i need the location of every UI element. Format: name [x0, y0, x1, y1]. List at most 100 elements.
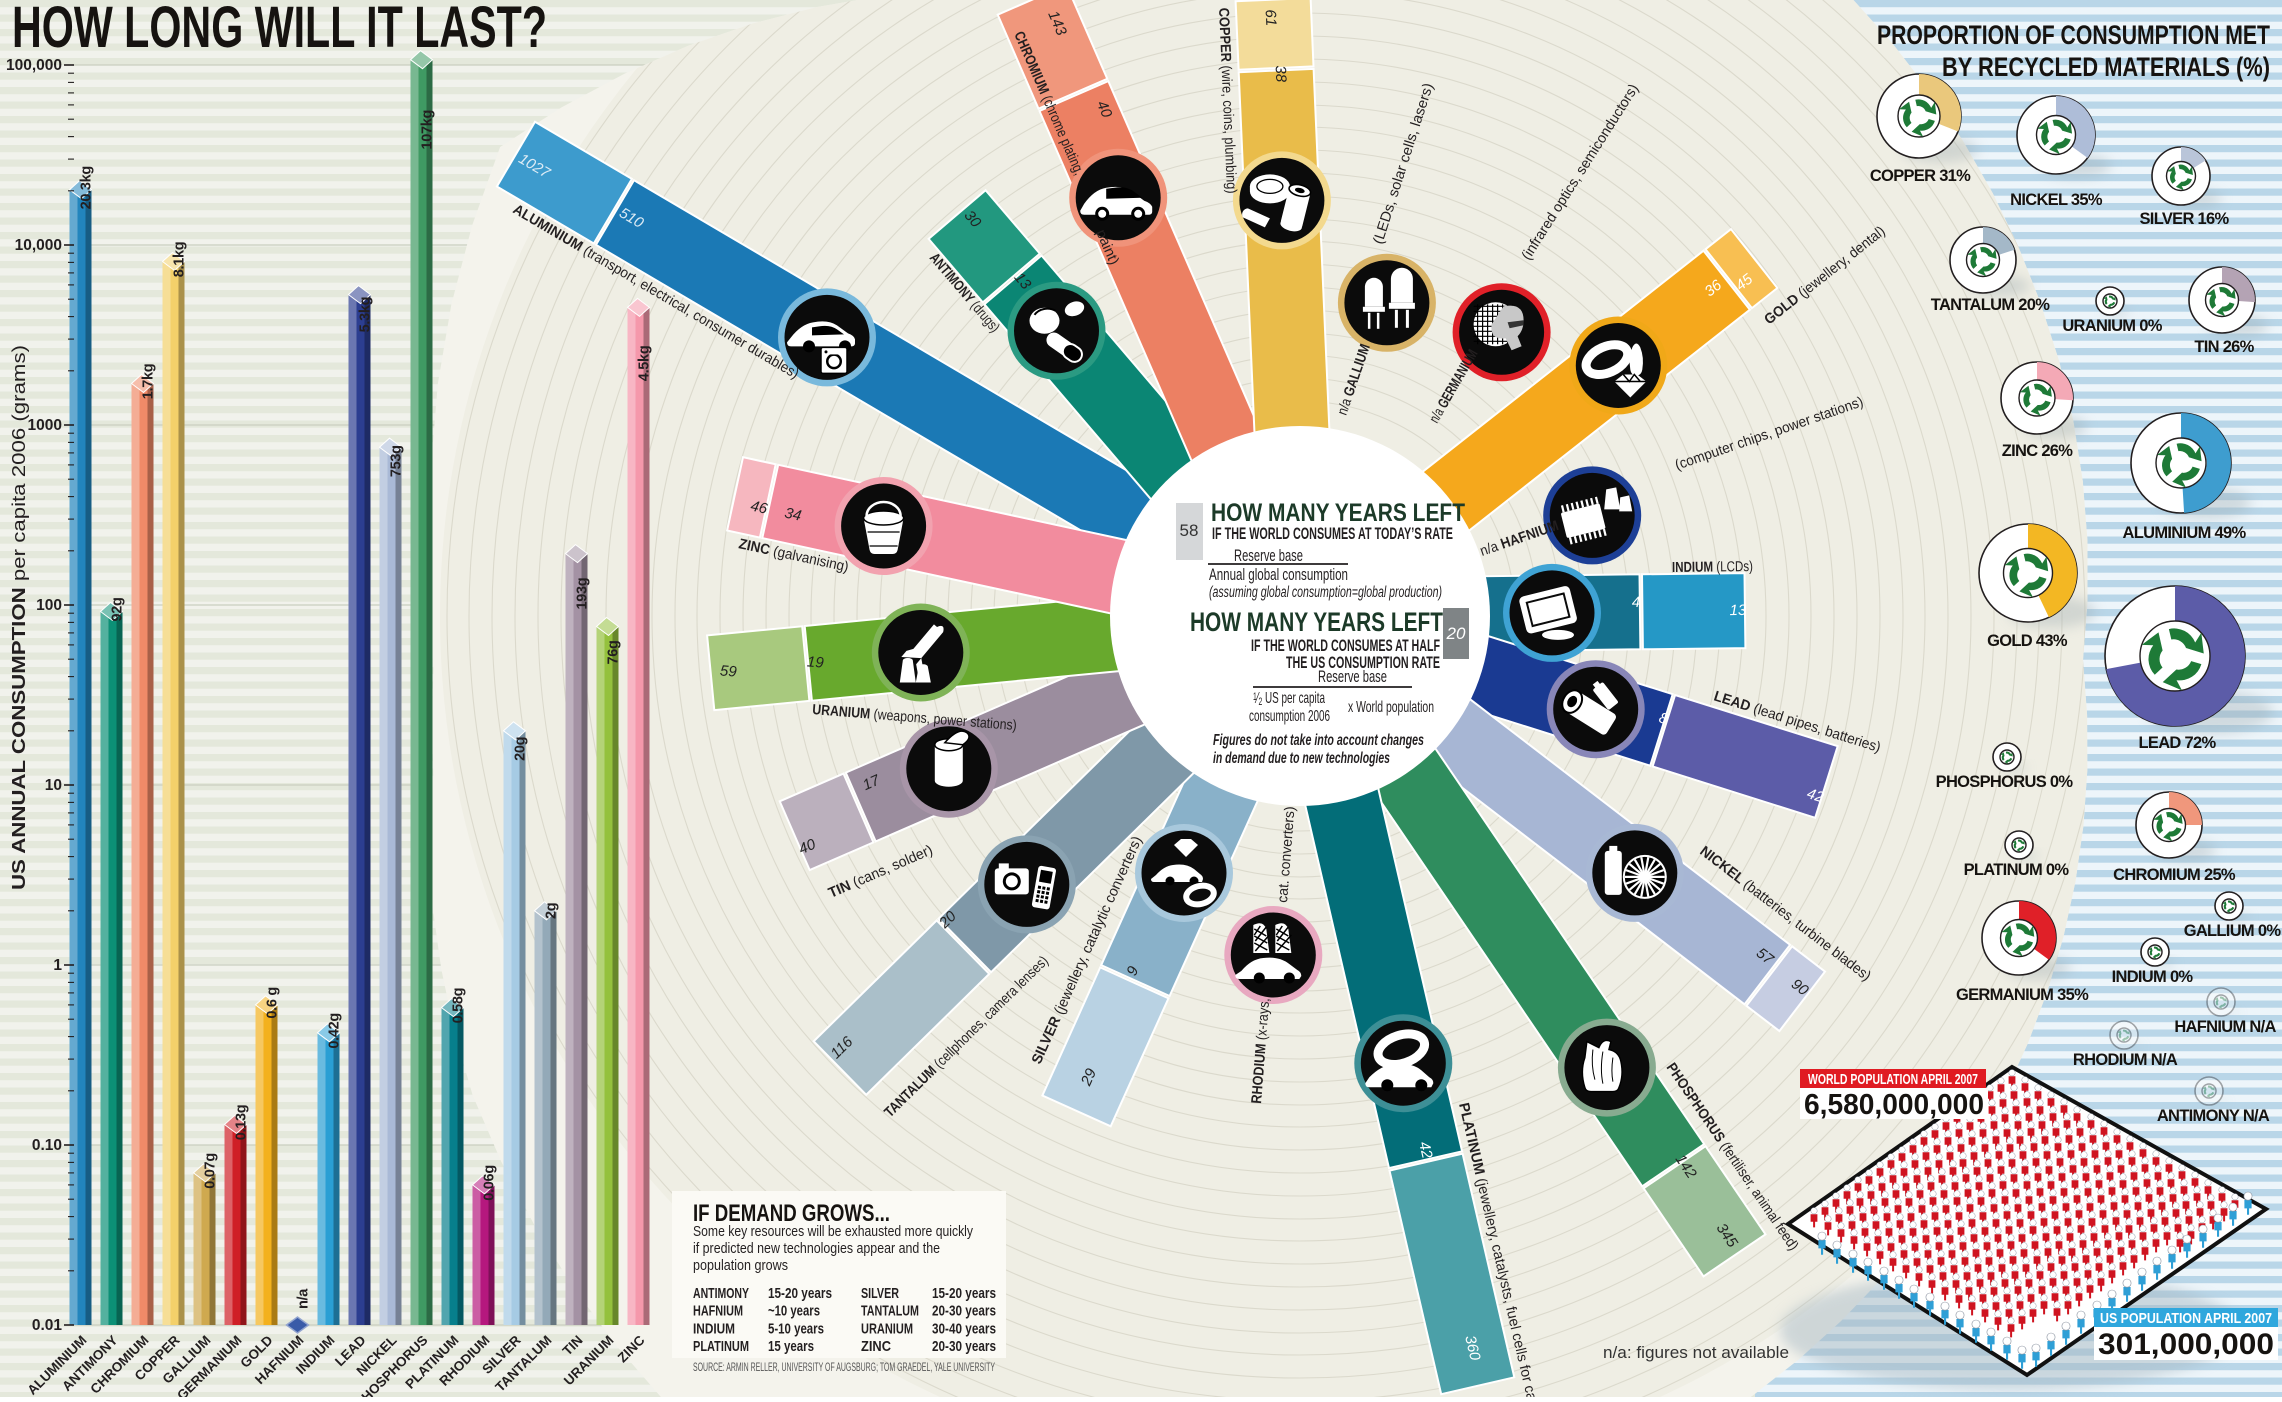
svg-text:15-20 years: 15-20 years — [768, 1285, 832, 1302]
svg-text:5-10 years: 5-10 years — [768, 1320, 824, 1337]
svg-text:0.06g: 0.06g — [482, 1165, 498, 1201]
svg-text:Annual global consumption: Annual global consumption — [1209, 566, 1348, 584]
svg-text:19: 19 — [806, 653, 825, 671]
svg-text:0.01: 0.01 — [32, 1317, 63, 1334]
svg-text:20: 20 — [1446, 624, 1466, 643]
svg-text:SILVER: SILVER — [861, 1285, 899, 1302]
svg-text:CHROMIUM 25%: CHROMIUM 25% — [2113, 866, 2236, 884]
svg-text:if predicted new technologies: if predicted new technologies appear and… — [693, 1240, 940, 1257]
svg-text:5.3kg: 5.3kg — [358, 297, 374, 333]
svg-text:34: 34 — [783, 505, 803, 525]
svg-text:0.07g: 0.07g — [203, 1153, 219, 1189]
svg-text:IF THE WORLD CONSUMES AT TODAY: IF THE WORLD CONSUMES AT TODAY’S RATE — [1212, 525, 1453, 543]
svg-text:360: 360 — [1461, 1334, 1483, 1363]
svg-text:301,000,000: 301,000,000 — [2098, 1328, 2274, 1361]
svg-text:20-30 years: 20-30 years — [932, 1338, 996, 1355]
svg-text:2g: 2g — [544, 903, 560, 919]
svg-text:ALUMINIUM 49%: ALUMINIUM 49% — [2123, 524, 2247, 542]
svg-text:GOLD 43%: GOLD 43% — [1987, 632, 2068, 650]
svg-text:20g: 20g — [513, 737, 529, 761]
svg-text:THE US CONSUMPTION RATE: THE US CONSUMPTION RATE — [1286, 654, 1440, 672]
svg-text:HOW MANY YEARS LEFT: HOW MANY YEARS LEFT — [1190, 607, 1443, 637]
svg-text:30-40 years: 30-40 years — [932, 1320, 996, 1337]
svg-text:1000: 1000 — [28, 417, 62, 434]
svg-text:40: 40 — [1093, 98, 1116, 121]
svg-text:URANIUM 0%: URANIUM 0% — [2062, 317, 2162, 335]
svg-text:4.5kg: 4.5kg — [637, 346, 653, 382]
svg-text:INDIUM: INDIUM — [693, 1320, 735, 1337]
svg-text:1⁄2 US per capita: 1⁄2 US per capita — [1253, 690, 1325, 708]
svg-text:SILVER 16%: SILVER 16% — [2140, 210, 2230, 228]
svg-text:n/a: n/a — [296, 1288, 312, 1309]
svg-text:6,580,000,000: 6,580,000,000 — [1804, 1089, 1984, 1121]
svg-text:PLATINUM: PLATINUM — [693, 1338, 749, 1355]
svg-text:TIN 26%: TIN 26% — [2194, 338, 2254, 356]
svg-text:Reserve base: Reserve base — [1234, 547, 1303, 565]
svg-text:100: 100 — [36, 597, 62, 614]
svg-text:PROPORTION OF CONSUMPTION MET: PROPORTION OF CONSUMPTION MET — [1877, 20, 2270, 50]
svg-text:RHODIUM (x-rays,: RHODIUM (x-rays, — [1249, 997, 1273, 1104]
svg-text:NICKEL 35%: NICKEL 35% — [2010, 191, 2103, 209]
svg-text:193g: 193g — [575, 578, 591, 610]
svg-text:PLATINUM 0%: PLATINUM 0% — [1964, 861, 2070, 879]
svg-text:IF THE WORLD CONSUMES AT HALF: IF THE WORLD CONSUMES AT HALF — [1251, 637, 1440, 655]
svg-text:WORLD POPULATION APRIL 2007: WORLD POPULATION APRIL 2007 — [1808, 1072, 1978, 1088]
svg-text:0.6 g: 0.6 g — [265, 987, 281, 1019]
svg-text:US ANNUAL CONSUMPTION per capi: US ANNUAL CONSUMPTION per capita 2006 (g… — [9, 345, 29, 890]
svg-text:ANTIMONY: ANTIMONY — [693, 1285, 749, 1302]
svg-text:Figures do not take into accou: Figures do not take into account changes — [1213, 732, 1424, 749]
svg-text:RHODIUM N/A: RHODIUM N/A — [2073, 1051, 2178, 1069]
svg-text:Reserve base: Reserve base — [1318, 668, 1387, 686]
svg-text:0.13g: 0.13g — [234, 1105, 250, 1141]
svg-text:n/a: figures not available: n/a: figures not available — [1603, 1344, 1789, 1362]
svg-text:38: 38 — [1272, 65, 1290, 83]
svg-text:COPPER 31%: COPPER 31% — [1870, 167, 1971, 185]
svg-text:BY RECYCLED MATERIALS (%): BY RECYCLED MATERIALS (%) — [1942, 52, 2270, 82]
svg-text:0.42g: 0.42g — [327, 1013, 343, 1049]
svg-text:15-20 years: 15-20 years — [932, 1285, 996, 1302]
svg-text:HAFNIUM N/A: HAFNIUM N/A — [2174, 1018, 2276, 1036]
svg-text:consumption 2006: consumption 2006 — [1249, 708, 1330, 725]
svg-text:100,000: 100,000 — [6, 57, 62, 74]
svg-text:92g: 92g — [110, 597, 126, 621]
svg-text:58: 58 — [1180, 521, 1199, 540]
svg-text:URANIUM: URANIUM — [861, 1320, 913, 1337]
svg-text:in demand due to new technolog: in demand due to new technologies — [1213, 750, 1390, 767]
svg-text:42: 42 — [1805, 785, 1827, 806]
svg-text:61: 61 — [1262, 9, 1280, 26]
svg-text:76g: 76g — [606, 640, 622, 664]
svg-text:HOW MANY YEARS LEFT: HOW MANY YEARS LEFT — [1211, 499, 1465, 527]
svg-text:42: 42 — [1415, 1140, 1435, 1161]
svg-text:ZINC: ZINC — [861, 1338, 891, 1355]
svg-text:x World population: x World population — [1348, 699, 1434, 716]
svg-text:0.58g: 0.58g — [451, 988, 467, 1024]
svg-text:1.7kg: 1.7kg — [141, 364, 157, 400]
svg-text:46: 46 — [749, 498, 770, 518]
svg-text:GERMANIUM 35%: GERMANIUM 35% — [1956, 986, 2089, 1004]
svg-text:10: 10 — [45, 777, 62, 794]
svg-text:COPPER (wire, coins, plumbing): COPPER (wire, coins, plumbing) — [1215, 7, 1239, 194]
svg-text:107kg: 107kg — [420, 110, 436, 150]
svg-text:INDIUM (LCDs): INDIUM (LCDs) — [1672, 559, 1753, 576]
svg-text:17: 17 — [860, 771, 883, 794]
svg-text:59: 59 — [719, 662, 738, 680]
svg-text:TANTALUM 20%: TANTALUM 20% — [1931, 296, 2050, 314]
svg-text:1: 1 — [53, 957, 62, 974]
svg-text:(assuming global consumption=g: (assuming global consumption=global prod… — [1209, 584, 1442, 601]
svg-text:INDIUM 0%: INDIUM 0% — [2112, 968, 2194, 986]
svg-text:IF DEMAND GROWS...: IF DEMAND GROWS... — [693, 1200, 890, 1227]
svg-text:20-30 years: 20-30 years — [932, 1303, 996, 1320]
svg-text:20.3kg: 20.3kg — [79, 166, 95, 209]
svg-text:0.10: 0.10 — [32, 1137, 62, 1154]
svg-text:SOURCE: ARMIN RELLER, UNIVERSI: SOURCE: ARMIN RELLER, UNIVERSITY OF AUGS… — [693, 1360, 995, 1374]
svg-text:HAFNIUM: HAFNIUM — [693, 1303, 743, 1320]
svg-text:PHOSPHORUS 0%: PHOSPHORUS 0% — [1936, 773, 2074, 791]
svg-text:population grows: population grows — [693, 1257, 788, 1274]
svg-text:15 years: 15 years — [768, 1338, 814, 1355]
svg-text:HOW LONG WILL IT LAST?: HOW LONG WILL IT LAST? — [12, 0, 547, 60]
svg-text:8.1kg: 8.1kg — [172, 242, 188, 278]
svg-text:753g: 753g — [389, 445, 405, 477]
svg-text:TANTALUM: TANTALUM — [861, 1303, 919, 1320]
svg-text:US POPULATION APRIL 2007: US POPULATION APRIL 2007 — [2100, 1311, 2272, 1327]
svg-text:10,000: 10,000 — [15, 237, 62, 254]
